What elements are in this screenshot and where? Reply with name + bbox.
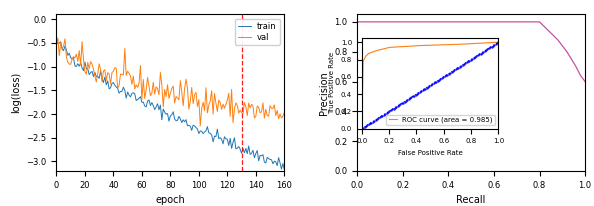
train — [137, 96, 144, 98]
Line: val: val — [56, 38, 285, 126]
train — [269, 163, 276, 165]
val — [281, 111, 288, 114]
val — [129, 75, 137, 77]
Line: train: train — [56, 41, 285, 170]
train — [53, 39, 60, 42]
Y-axis label: log(loss): log(loss) — [11, 72, 21, 113]
val — [272, 114, 279, 117]
train — [281, 168, 288, 171]
val — [245, 102, 252, 104]
train — [115, 92, 122, 94]
val — [138, 98, 146, 101]
val — [197, 125, 204, 127]
val — [54, 37, 61, 39]
train — [128, 92, 135, 95]
val — [117, 73, 124, 75]
val — [53, 43, 60, 45]
train — [242, 147, 249, 150]
X-axis label: Recall: Recall — [456, 195, 486, 205]
Y-axis label: Precision: Precision — [319, 71, 328, 115]
Legend: train, val: train, val — [235, 19, 280, 45]
X-axis label: epoch: epoch — [156, 195, 185, 205]
val — [257, 111, 264, 114]
train — [254, 149, 261, 152]
